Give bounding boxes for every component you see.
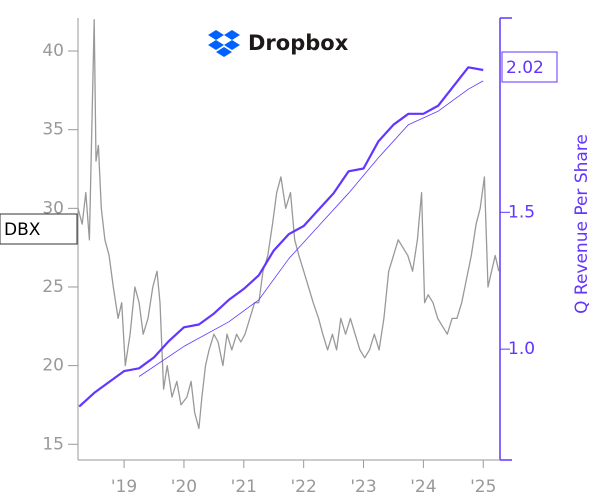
series-line (138, 80, 484, 377)
x-tick-label: '22 (291, 477, 317, 497)
x-tick-label: '23 (350, 477, 376, 497)
y-tick-label: 15 (42, 434, 64, 454)
y2-tick-label: 1.0 (508, 339, 535, 359)
x-tick-label: '19 (111, 477, 137, 497)
series-line (78, 66, 484, 408)
x-tick-label: '24 (410, 477, 436, 497)
y-tick-label: 35 (42, 120, 64, 140)
ticker-box (0, 213, 78, 245)
ticker-label: DBX (4, 220, 41, 240)
x-tick-label: '21 (231, 477, 257, 497)
y2-tick-label: 1.5 (508, 202, 535, 222)
x-tick-label: '25 (470, 477, 496, 497)
last-value-box (501, 51, 558, 83)
series-line (77, 18, 500, 430)
y-tick-label: 20 (42, 356, 64, 376)
x-tick-label: '20 (171, 477, 197, 497)
chart-title: Dropbox (248, 31, 349, 55)
y-tick-label: 25 (42, 277, 64, 297)
y2-axis-label: Q Revenue Per Share (572, 134, 592, 314)
logo-icon (208, 30, 240, 57)
y-tick-label: 40 (42, 41, 64, 61)
last-value-label: 2.02 (506, 58, 544, 78)
logo: Dropbox (208, 30, 349, 57)
y-tick-label: 30 (42, 198, 64, 218)
